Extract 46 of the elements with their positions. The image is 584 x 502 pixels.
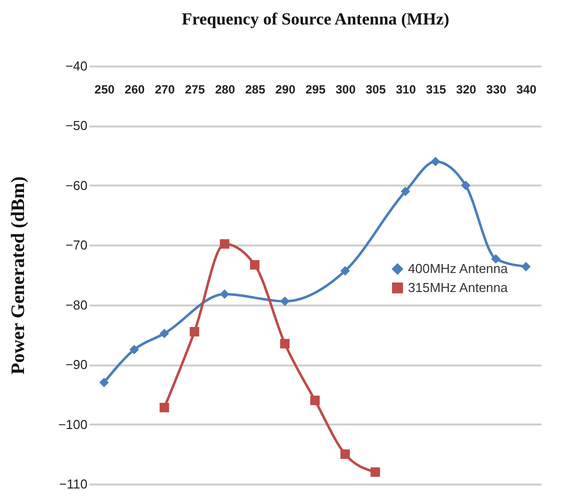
x-tick-label: 315 (426, 82, 446, 96)
legend-label: 400MHz Antenna (408, 260, 509, 276)
x-tick-label: 340 (516, 82, 537, 96)
point (310, 396, 320, 406)
x-tick-label: 275 (184, 82, 206, 96)
point (190, 326, 200, 336)
point (521, 262, 531, 272)
point (430, 156, 440, 166)
point (220, 289, 230, 299)
legend-label: 315MHz Antenna (408, 280, 509, 295)
point (340, 266, 350, 276)
x-tick-label: 320 (456, 82, 476, 96)
point (340, 449, 350, 459)
y-tick-label: −50 (65, 118, 88, 134)
x-tick-label: 260 (124, 82, 146, 96)
point (280, 296, 290, 306)
point (99, 378, 109, 388)
y-axis-title: Power Generated (dBm) (8, 176, 30, 375)
x-tick-label: 305 (366, 82, 386, 96)
point (370, 467, 380, 477)
x-tick-label: 250 (94, 82, 115, 96)
x-tick-label: 295 (305, 82, 326, 96)
point (491, 254, 501, 264)
point (160, 328, 170, 338)
point (400, 186, 410, 196)
y-tick-label: −70 (65, 238, 88, 253)
x-tick-label: 270 (154, 82, 176, 96)
y-tick-label: −60 (65, 178, 88, 193)
point (129, 344, 139, 354)
x-tick-label: 300 (336, 82, 356, 96)
x-tick-label: 280 (215, 82, 236, 96)
y-tick-label: −40 (65, 58, 88, 74)
point (220, 239, 230, 249)
point (280, 338, 290, 348)
x-tick-label: 290 (275, 82, 296, 96)
x-tick-label: 310 (396, 82, 416, 96)
y-tick-label: −110 (59, 476, 88, 492)
point (460, 180, 470, 190)
point (160, 402, 170, 412)
y-tick-label: −100 (58, 416, 88, 432)
y-tick-label: −90 (65, 357, 88, 372)
point (250, 260, 260, 270)
x-axis-title: Frequency of Source Antenna (MHz) (182, 10, 450, 28)
x-tick-label: 330 (486, 82, 507, 96)
x-tick-label: 285 (245, 82, 266, 96)
y-tick-label: −80 (65, 297, 88, 312)
